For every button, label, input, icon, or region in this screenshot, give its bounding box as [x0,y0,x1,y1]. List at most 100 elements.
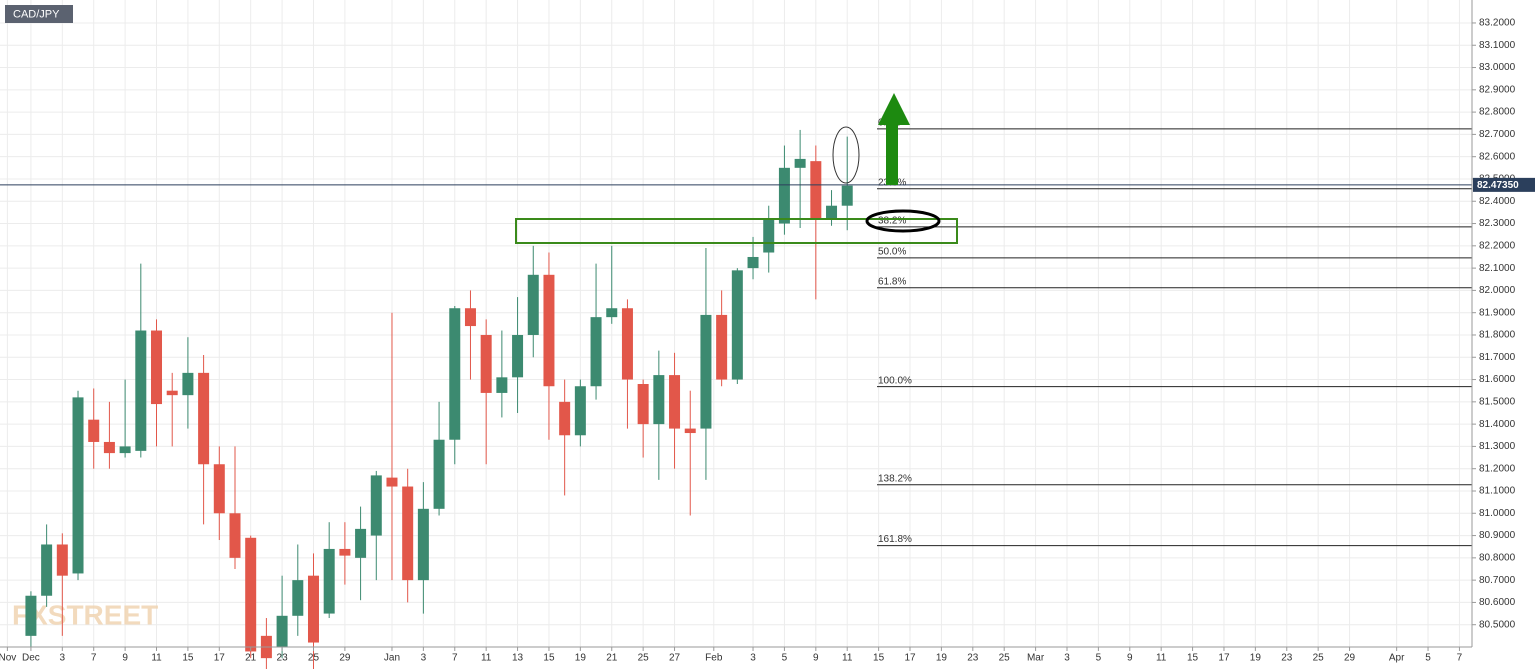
candle-body [119,446,131,454]
candle-body [716,314,728,380]
y-tick-label: 83.2000 [1479,18,1516,29]
x-tick-label: 17 [214,653,226,664]
y-tick-label: 81.4000 [1479,419,1516,430]
candle-body [229,513,241,558]
candle-body [464,308,476,327]
zone-box [515,218,958,244]
x-tick-label: 7 [91,653,97,664]
fib-ellipse [865,209,941,233]
y-tick-label: 81.8000 [1479,330,1516,341]
x-tick-label: 25 [1313,653,1325,664]
candle-body [669,375,681,429]
candle-body [496,377,508,393]
y-tick-label: 82.6000 [1479,151,1516,162]
x-tick-label: 15 [1187,653,1199,664]
candle-body [386,477,398,487]
candle-body [794,158,806,168]
x-tick-label: 3 [1064,653,1070,664]
y-tick-label: 81.0000 [1479,508,1516,519]
candle-body [245,537,257,652]
y-tick-label: 80.6000 [1479,597,1516,608]
y-tick-label: 81.7000 [1479,352,1516,363]
candle-body [747,256,759,269]
candle-body [56,544,68,576]
candle-body [700,314,712,429]
candle-body [307,575,319,643]
x-tick-label: 23 [967,653,979,664]
candle-body [621,308,633,380]
candle-body [370,475,382,536]
y-tick-label: 82.1000 [1479,263,1516,274]
x-tick-label: 21 [245,653,257,664]
candle-body [826,205,838,220]
x-tick-label: Feb [705,653,723,664]
candle-body [433,439,445,509]
y-tick-label: 80.5000 [1479,619,1516,630]
candle-body [778,167,790,224]
candle-body [527,274,539,335]
candle-body [292,580,304,616]
candle-body [151,330,163,405]
y-tick-label: 82.7000 [1479,129,1516,140]
x-tick-label: 3 [421,653,427,664]
candle-body [41,544,53,596]
fib-label: 38.2% [878,216,906,227]
x-tick-label: 25 [308,653,320,664]
x-tick-label: 11 [481,653,492,664]
x-tick-label: 9 [1127,653,1133,664]
y-tick-label: 80.9000 [1479,530,1516,541]
candle-body [559,401,571,436]
title-box [5,5,73,23]
y-tick-label: 83.1000 [1479,40,1516,51]
candle-body [763,219,775,253]
x-tick-label: Dec [22,653,40,664]
x-tick-label: 25 [999,653,1011,664]
y-tick-label: 81.1000 [1479,486,1516,497]
chart-title: CAD/JPY [13,8,60,20]
x-tick-label: Nov [0,653,16,664]
candle-body [684,428,696,434]
y-tick-label: 82.9000 [1479,84,1516,95]
candle-body [355,528,367,558]
x-tick-label: 19 [575,653,587,664]
candle-body [198,372,210,465]
candle-body [653,375,665,425]
y-tick-label: 80.8000 [1479,552,1516,563]
x-tick-label: 3 [750,653,756,664]
candle-body [135,330,147,451]
marks: 0.0%23.6%38.2%50.0%61.8%100.0%138.2%161.… [0,117,1472,669]
candle-body [276,615,288,647]
fib-label: 100.0% [878,375,912,386]
x-tick-label: 23 [277,653,289,664]
x-tick-label: Apr [1389,653,1405,664]
fib-label: 61.8% [878,276,906,287]
x-tick-label: 23 [1281,653,1293,664]
candle-body [606,308,618,318]
y-tick-label: 81.9000 [1479,307,1516,318]
x-tick-label: Jan [384,653,400,664]
x-tick-label: 11 [1156,653,1167,664]
candle-body [182,372,194,396]
candle-body [574,386,586,436]
candle-body [810,161,822,220]
x-tick-label: 7 [452,653,458,664]
y-tick-label: 83.0000 [1479,62,1516,73]
x-tick-label: 17 [1218,653,1230,664]
candle-body [731,270,743,380]
x-tick-label: 9 [813,653,819,664]
x-tick-label: 25 [638,653,650,664]
x-tick-label: 19 [936,653,948,664]
x-tick-label: 19 [1250,653,1262,664]
x-tick-label: 3 [60,653,66,664]
y-tick-label: 82.0000 [1479,285,1516,296]
candle-body [417,508,429,581]
price-tag-label: 82.47350 [1477,180,1519,191]
fib-label: 161.8% [878,534,912,545]
candle-body [339,548,351,556]
x-tick-label: Mar [1027,653,1045,664]
candle-body [213,464,225,514]
x-tick-label: 21 [606,653,618,664]
y-tick-label: 82.2000 [1479,240,1516,251]
y-tick-label: 82.3000 [1479,218,1516,229]
